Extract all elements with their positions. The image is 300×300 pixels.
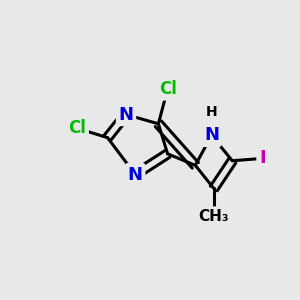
Text: CH₃: CH₃	[199, 209, 229, 224]
Text: Cl: Cl	[69, 119, 86, 137]
Text: N: N	[118, 106, 134, 124]
Text: I: I	[259, 149, 266, 167]
Text: H: H	[206, 105, 217, 119]
Text: N: N	[128, 166, 143, 184]
Text: N: N	[204, 126, 219, 144]
Text: Cl: Cl	[159, 80, 176, 98]
